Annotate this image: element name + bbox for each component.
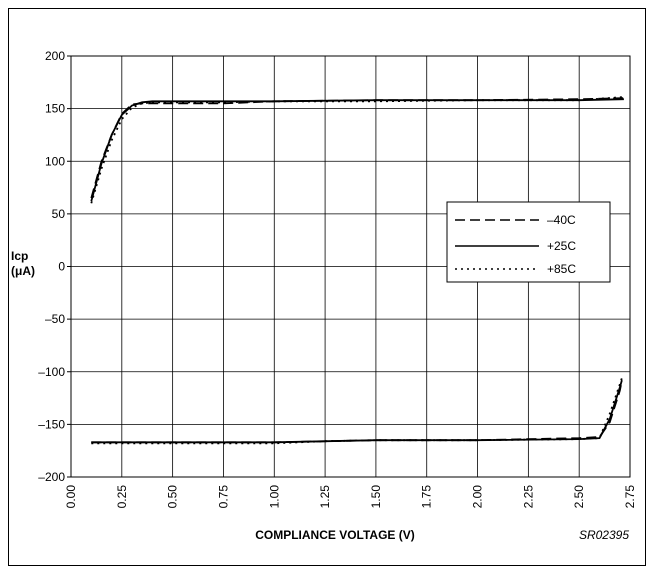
series-1-upper-line <box>90 98 624 202</box>
x-axis-label: COMPLIANCE VOLTAGE (V) <box>255 528 415 542</box>
chart-svg: 0.00 0.25 0.50 0.75 1.00 1.25 1.50 1.75 2.00 2.25… <box>11 49 637 542</box>
x-tick-label: 0.50 <box>166 485 180 509</box>
y-tick-label: –150 <box>38 417 65 431</box>
series-1-lower-line <box>91 379 623 444</box>
y-tick-label: 0 <box>58 260 65 274</box>
y-tick-label: 100 <box>45 154 65 168</box>
grid <box>67 55 631 478</box>
chart-frame: 0.00 0.25 0.50 0.75 1.00 1.25 1.50 1.75 2.00 2.25… <box>8 8 646 566</box>
series-group <box>90 96 624 445</box>
y-tick-label: –100 <box>38 365 65 379</box>
y-tick-label: 50 <box>52 207 66 221</box>
series-0-upper-line <box>90 97 624 199</box>
x-tick-label: 1.50 <box>369 485 383 509</box>
series-0-lower-line <box>91 380 623 444</box>
x-tick-label: 1.25 <box>318 485 332 509</box>
ticks-group: 0.00 0.25 0.50 0.75 1.00 1.25 1.50 1.75 2.00 2.25… <box>38 49 637 508</box>
y-axis-label-line2: (μA) <box>11 264 35 278</box>
legend-box <box>446 201 611 283</box>
x-tick-label: 1.00 <box>267 485 281 509</box>
y-tick-label: –200 <box>38 470 65 484</box>
x-tick-label: 2.00 <box>471 485 485 509</box>
y-tick-label: 150 <box>45 102 65 116</box>
series-2-upper-line <box>90 96 624 204</box>
legend: –40C +25C +85C <box>446 201 611 283</box>
y-axis-label-line1: Icp <box>11 249 28 263</box>
x-tick-label: 0.25 <box>115 485 129 509</box>
x-tick-label: 2.25 <box>521 485 535 509</box>
x-tick-label: 1.75 <box>420 485 434 509</box>
y-tick-label: –50 <box>45 312 65 326</box>
legend-label-plus25: +25C <box>547 239 576 253</box>
legend-label-minus40: –40C <box>547 213 576 227</box>
y-tick-label: 200 <box>45 49 65 63</box>
x-tick-label: 2.50 <box>572 485 586 509</box>
series-2-lower-line <box>91 377 623 445</box>
figure-code: SR02395 <box>579 528 629 542</box>
x-tick-label: 2.75 <box>623 485 637 509</box>
x-tick-label: 0.00 <box>64 485 78 509</box>
x-tick-label: 0.75 <box>216 485 230 509</box>
legend-label-plus85: +85C <box>547 262 576 276</box>
